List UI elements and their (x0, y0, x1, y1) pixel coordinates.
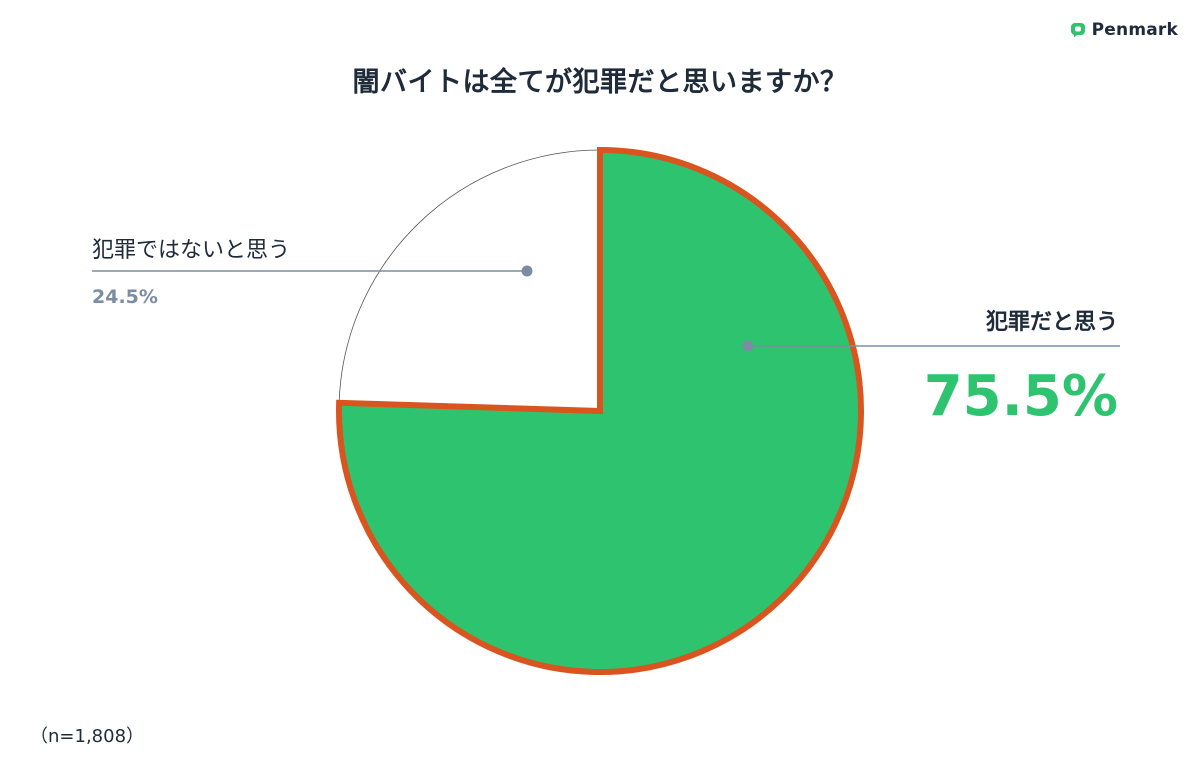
pie-slice (336, 146, 864, 675)
pie-slice (338, 149, 601, 412)
sample-size-note: （n=1,808） (30, 726, 145, 747)
brand-name: Penmark (1091, 20, 1178, 40)
chart-title: 闇バイトは全てが犯罪だと思いますか？ (352, 67, 848, 98)
leader-not-crime-dot (521, 265, 533, 277)
leader-crime-dot (742, 340, 754, 352)
slice-label-crime: 犯罪だと思う (985, 310, 1118, 335)
slice-value-not-crime: 24.5% (92, 286, 158, 308)
brand-logo: Penmark (1070, 20, 1178, 40)
slice-value-crime: 75.5% (923, 364, 1118, 429)
slice-label-not-crime: 犯罪ではないと思う (92, 238, 291, 263)
chat-bubble-icon (1070, 23, 1085, 38)
